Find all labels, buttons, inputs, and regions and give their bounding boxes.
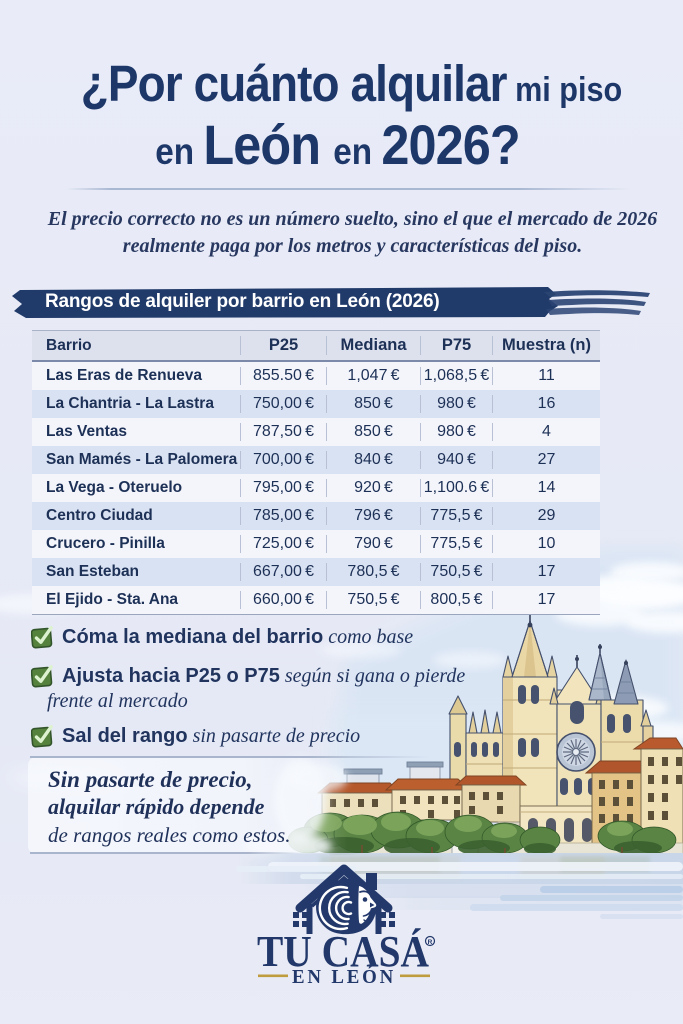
svg-text:EN LEÓN: EN LEÓN — [292, 964, 396, 988]
svg-text:R: R — [428, 939, 433, 946]
svg-text:TU CASÁ: TU CASÁ — [257, 927, 429, 976]
